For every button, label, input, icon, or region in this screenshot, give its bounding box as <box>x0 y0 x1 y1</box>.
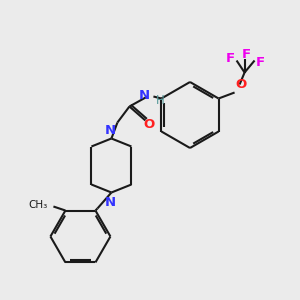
Text: O: O <box>144 118 155 131</box>
Text: F: F <box>226 52 235 65</box>
Text: N: N <box>138 89 149 102</box>
Text: N: N <box>105 124 116 136</box>
Text: CH₃: CH₃ <box>28 200 47 209</box>
Text: O: O <box>236 79 247 92</box>
Text: N: N <box>105 196 116 208</box>
Text: H: H <box>155 94 164 107</box>
Text: F: F <box>256 56 265 69</box>
Text: F: F <box>242 48 251 61</box>
